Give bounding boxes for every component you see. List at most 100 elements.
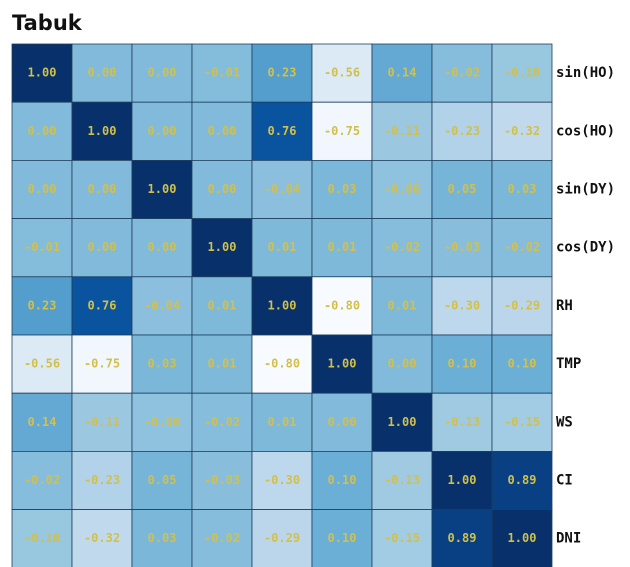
cell-label: -0.04 [264, 182, 300, 196]
cell-label: 0.00 [148, 240, 177, 254]
cell-label: 0.03 [508, 182, 537, 196]
cell-label: -0.32 [504, 124, 540, 138]
heatmap-cell [11, 43, 73, 103]
heatmap-cell [251, 509, 313, 567]
heatmap-cell [191, 159, 253, 219]
cell-label: -0.10 [24, 531, 60, 545]
cell-label: -0.15 [504, 415, 540, 429]
heatmap-cell [251, 450, 313, 510]
cell-label: -0.04 [144, 298, 180, 312]
heatmap-cell [491, 450, 553, 510]
cell-label: 0.10 [508, 357, 537, 371]
cell-label: 0.14 [28, 415, 57, 429]
cell-label: 1.00 [508, 531, 537, 545]
cell-label: 0.10 [328, 531, 357, 545]
heatmap-cell [311, 43, 373, 103]
cell-label: 0.76 [88, 298, 117, 312]
cell-label: 0.05 [448, 182, 477, 196]
heatmap-cell [431, 334, 493, 394]
heatmap-cell [431, 101, 493, 161]
cell-label: 0.00 [328, 415, 357, 429]
cell-label: -0.23 [84, 473, 120, 487]
cell-label: -0.02 [24, 473, 60, 487]
cell-label: -0.29 [264, 531, 300, 545]
heatmap-cell [371, 159, 433, 219]
cell-label: 0.05 [148, 473, 177, 487]
cell-label: 1.00 [328, 357, 357, 371]
cell-label: 1.00 [268, 298, 297, 312]
cell-label: 0.89 [508, 473, 537, 487]
cell-label: -0.01 [204, 66, 240, 80]
cell-label: 0.01 [208, 298, 237, 312]
heatmap-cell [431, 509, 493, 567]
heatmap-cell [491, 276, 553, 336]
cell-label: 0.00 [88, 182, 117, 196]
cell-label: -0.32 [84, 531, 120, 545]
row-label: sin(HO) [556, 65, 615, 81]
heatmap-cell [131, 509, 193, 567]
heatmap-cell [131, 450, 193, 510]
heatmap-cell [11, 334, 73, 394]
cell-label: 0.03 [328, 182, 357, 196]
cell-label: 0.23 [268, 66, 297, 80]
cell-label: 0.01 [268, 415, 297, 429]
row-label: cos(HO) [556, 123, 615, 139]
cell-label: 0.14 [388, 66, 417, 80]
cell-label: -0.02 [504, 240, 540, 254]
heatmap-cell [11, 276, 73, 336]
cell-label: -0.30 [264, 473, 300, 487]
heatmap-cell [191, 218, 253, 278]
cell-label: 0.03 [148, 357, 177, 371]
cell-label: -0.10 [504, 66, 540, 80]
heatmap-cell [11, 218, 73, 278]
row-label: cos(DY) [556, 240, 615, 256]
cell-label: -0.13 [444, 415, 480, 429]
heatmap-cell [11, 101, 73, 161]
heatmap-cell [371, 392, 433, 452]
cell-label: -0.02 [204, 415, 240, 429]
heatmap-cell [71, 159, 133, 219]
cell-label: 0.03 [148, 531, 177, 545]
row-label: TMP [556, 356, 581, 372]
heatmap-cell [251, 43, 313, 103]
cell-label: -0.56 [324, 66, 360, 80]
heatmap-cell [131, 159, 193, 219]
heatmap-cell [371, 101, 433, 161]
cell-label: 0.00 [88, 66, 117, 80]
heatmap-cell [311, 334, 373, 394]
heatmap-cell [71, 334, 133, 394]
cell-label: -0.02 [384, 240, 420, 254]
heatmap-cell [491, 218, 553, 278]
heatmap-cell [131, 334, 193, 394]
cell-label: 0.23 [28, 298, 57, 312]
heatmap-cell [491, 159, 553, 219]
cell-label: -0.02 [444, 66, 480, 80]
cell-label: 1.00 [88, 124, 117, 138]
cell-label: -0.13 [384, 473, 420, 487]
row-label: RH [556, 298, 573, 314]
heatmap-cell [191, 334, 253, 394]
cell-label: -0.01 [24, 240, 60, 254]
heatmap-cell [71, 509, 133, 567]
cell-label: 0.76 [268, 124, 297, 138]
heatmap-cell [251, 334, 313, 394]
cell-label: -0.15 [384, 531, 420, 545]
heatmap-cell [11, 450, 73, 510]
row-label: CI [556, 473, 573, 489]
row-label: WS [556, 414, 573, 430]
heatmap-cell [311, 276, 373, 336]
cell-label: -0.03 [204, 473, 240, 487]
cell-label: 1.00 [448, 473, 477, 487]
cell-label: 0.10 [448, 357, 477, 371]
heatmap-cell [191, 509, 253, 567]
heatmap-cell [11, 509, 73, 567]
cell-label: -0.03 [444, 240, 480, 254]
cell-label: 0.01 [268, 240, 297, 254]
heatmap-cell [251, 101, 313, 161]
cell-label: 0.00 [208, 182, 237, 196]
cell-label: 1.00 [28, 66, 57, 80]
cell-label: -0.23 [444, 124, 480, 138]
cell-label: -0.11 [384, 124, 420, 138]
cell-label: -0.80 [264, 357, 300, 371]
